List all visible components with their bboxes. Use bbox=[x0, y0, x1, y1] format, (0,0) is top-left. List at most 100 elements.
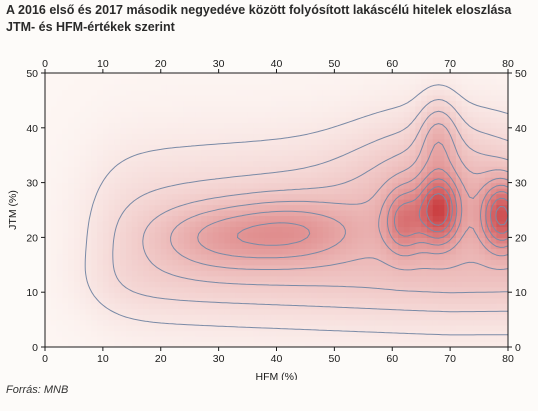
density-cell bbox=[479, 242, 486, 249]
x-tick-label-bottom: 40 bbox=[271, 353, 283, 365]
density-cell bbox=[259, 171, 266, 178]
density-cell bbox=[166, 133, 173, 140]
density-cell bbox=[172, 133, 179, 140]
density-cell bbox=[195, 182, 202, 189]
density-cell bbox=[230, 105, 237, 112]
density-cell bbox=[218, 336, 226, 343]
density-cell bbox=[363, 83, 370, 91]
density-cell bbox=[426, 133, 434, 140]
density-cell bbox=[340, 325, 347, 332]
density-cell bbox=[68, 275, 75, 282]
density-cell bbox=[421, 188, 428, 195]
density-cell bbox=[235, 83, 243, 91]
density-cell bbox=[403, 111, 411, 118]
density-cell bbox=[201, 297, 208, 304]
density-cell bbox=[415, 83, 422, 91]
density-cell bbox=[114, 330, 121, 337]
density-cell bbox=[380, 138, 388, 145]
density-cell bbox=[467, 336, 474, 343]
density-cell bbox=[183, 319, 191, 326]
density-cell bbox=[45, 105, 52, 112]
density-cell bbox=[79, 215, 87, 222]
density-cell bbox=[131, 303, 139, 310]
density-cell bbox=[131, 166, 139, 173]
density-cell bbox=[340, 177, 347, 184]
density-cell bbox=[212, 231, 220, 238]
density-cell bbox=[247, 325, 254, 332]
density-cell bbox=[363, 122, 370, 129]
density-cell bbox=[322, 226, 330, 233]
density-cell bbox=[328, 100, 335, 107]
density-cell bbox=[56, 138, 63, 145]
density-cell bbox=[189, 182, 197, 189]
density-cell bbox=[253, 193, 260, 200]
density-cell bbox=[79, 292, 87, 299]
density-cell bbox=[160, 89, 168, 96]
density-cell bbox=[340, 73, 347, 80]
density-cell bbox=[50, 281, 58, 288]
density-cell bbox=[340, 264, 347, 271]
density-cell bbox=[502, 248, 508, 255]
density-cell bbox=[149, 138, 156, 145]
density-cell bbox=[473, 325, 480, 332]
density-cell bbox=[50, 210, 58, 217]
density-cell bbox=[369, 116, 376, 123]
density-cell bbox=[276, 73, 283, 80]
density-cell bbox=[56, 281, 63, 288]
density-cell bbox=[85, 308, 92, 315]
density-cell bbox=[91, 341, 98, 347]
density-cell bbox=[426, 325, 434, 332]
density-cell bbox=[484, 78, 492, 85]
density-cell bbox=[467, 160, 474, 167]
density-cell bbox=[293, 242, 301, 249]
density-cell bbox=[403, 308, 411, 315]
density-cell bbox=[212, 122, 220, 129]
density-cell bbox=[189, 171, 197, 178]
density-cell bbox=[421, 253, 428, 260]
density-cell bbox=[444, 259, 451, 266]
density-cell bbox=[207, 237, 214, 244]
density-cell bbox=[299, 94, 307, 101]
density-cell bbox=[45, 138, 52, 145]
density-cell bbox=[374, 144, 382, 151]
density-cell bbox=[369, 336, 376, 343]
density-cell bbox=[108, 204, 116, 211]
density-cell bbox=[311, 193, 318, 200]
density-cell bbox=[369, 308, 376, 315]
density-cell bbox=[421, 122, 428, 129]
density-cell bbox=[502, 237, 508, 244]
density-cell bbox=[415, 160, 422, 167]
density-cell bbox=[154, 237, 162, 244]
density-cell bbox=[479, 144, 486, 151]
density-cell bbox=[131, 199, 139, 206]
density-cell bbox=[183, 325, 191, 332]
density-cell bbox=[160, 286, 168, 293]
density-cell bbox=[91, 303, 98, 310]
density-cell bbox=[50, 160, 58, 167]
density-cell bbox=[282, 100, 289, 107]
density-cell bbox=[114, 297, 121, 304]
density-cell bbox=[102, 210, 110, 217]
density-cell bbox=[259, 253, 266, 260]
density-cell bbox=[108, 226, 116, 233]
density-cell bbox=[357, 155, 364, 162]
density-cell bbox=[247, 188, 254, 195]
density-cell bbox=[253, 149, 260, 156]
density-cell bbox=[91, 182, 98, 189]
density-cell bbox=[235, 248, 243, 255]
density-cell bbox=[137, 133, 144, 140]
density-cell bbox=[293, 116, 301, 123]
density-cell bbox=[357, 105, 364, 112]
density-cell bbox=[374, 138, 382, 145]
density-cell bbox=[207, 116, 214, 123]
density-cell bbox=[73, 89, 81, 96]
density-cell bbox=[149, 226, 156, 233]
density-cell bbox=[345, 160, 353, 167]
density-cell bbox=[50, 78, 58, 85]
density-cell bbox=[172, 177, 179, 184]
density-cell bbox=[56, 94, 63, 101]
density-cell bbox=[264, 242, 272, 249]
density-cell bbox=[340, 303, 347, 310]
density-cell bbox=[56, 336, 63, 343]
density-cell bbox=[334, 149, 341, 156]
